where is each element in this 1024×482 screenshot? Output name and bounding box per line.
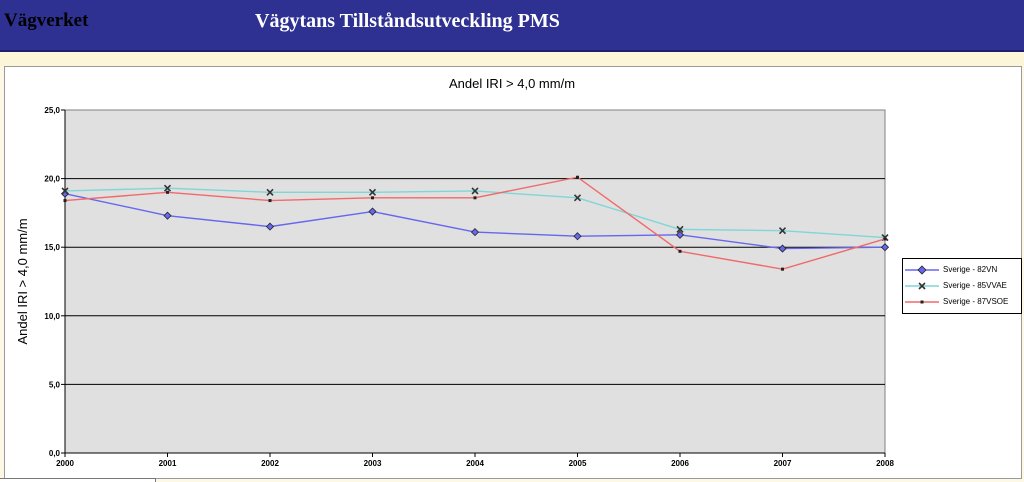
legend-diamond-icon <box>905 265 939 275</box>
x-tick-label: 2004 <box>466 459 484 468</box>
x-tick-label: 2005 <box>569 459 587 468</box>
data-point <box>163 184 172 192</box>
x-tick-label: 2000 <box>56 459 74 468</box>
data-point <box>163 211 172 220</box>
legend-item-87vsoe: Sverige - 87VSOE <box>903 296 1021 308</box>
legend-item-82vn: Sverige - 82VN <box>903 264 1021 276</box>
x-tick-label: 2003 <box>364 459 382 468</box>
legend-label: Sverige - 85VVAE <box>943 281 1007 290</box>
data-point <box>573 232 582 241</box>
legend-label: Sverige - 82VN <box>943 265 998 274</box>
header-banner: Vägverket Vägytans Tillståndsutveckling … <box>0 0 1024 52</box>
data-point <box>676 225 684 233</box>
legend-square-icon <box>905 300 939 304</box>
data-point <box>473 196 477 200</box>
sheet-tab[interactable] <box>0 478 156 482</box>
chart-legend: Sverige - 82VN Sverige - 85VVAE Sverige … <box>902 258 1022 314</box>
y-tick-label: 5,0 <box>49 380 61 389</box>
data-point <box>576 175 579 179</box>
legend-x-icon <box>905 282 939 290</box>
x-tick-label: 2006 <box>671 459 689 468</box>
data-point <box>61 187 69 195</box>
org-name: Vägverket <box>4 10 89 31</box>
data-point <box>678 249 682 253</box>
data-point <box>368 188 377 196</box>
data-point <box>778 227 787 235</box>
data-point <box>265 222 275 231</box>
data-point <box>368 207 377 216</box>
toolbar-strip <box>0 52 1024 66</box>
data-point <box>268 199 272 203</box>
data-point <box>675 230 685 239</box>
y-tick-label: 25,0 <box>44 106 60 115</box>
data-point <box>781 267 784 271</box>
y-tick-label: 15,0 <box>44 243 60 252</box>
data-point <box>470 228 480 237</box>
data-point <box>778 244 787 253</box>
legend-item-85vvae: Sverige - 85VVAE <box>903 280 1021 292</box>
data-point <box>166 190 169 194</box>
plot-area <box>64 109 886 454</box>
y-tick-label: 20,0 <box>44 175 60 184</box>
x-tick-label: 2001 <box>159 459 177 468</box>
data-point <box>63 199 67 203</box>
data-point <box>883 237 887 241</box>
data-point <box>880 243 890 252</box>
y-tick-label: 0,0 <box>49 449 61 458</box>
x-tick-label: 2002 <box>261 459 279 468</box>
data-point <box>573 194 582 202</box>
x-tick-label: 2008 <box>876 459 894 468</box>
data-point <box>371 196 374 200</box>
legend-label: Sverige - 87VSOE <box>943 297 1009 306</box>
data-point <box>266 188 274 196</box>
y-tick-label: 10,0 <box>44 312 60 321</box>
x-tick-label: 2007 <box>774 459 792 468</box>
page-title: Vägytans Tillståndsutveckling PMS <box>255 10 560 32</box>
chart-title: Andel IRI > 4,0 mm/m <box>448 76 576 91</box>
data-point <box>471 187 479 195</box>
y-axis-label: Andel IRI > 4,0 mm/m <box>15 218 30 344</box>
